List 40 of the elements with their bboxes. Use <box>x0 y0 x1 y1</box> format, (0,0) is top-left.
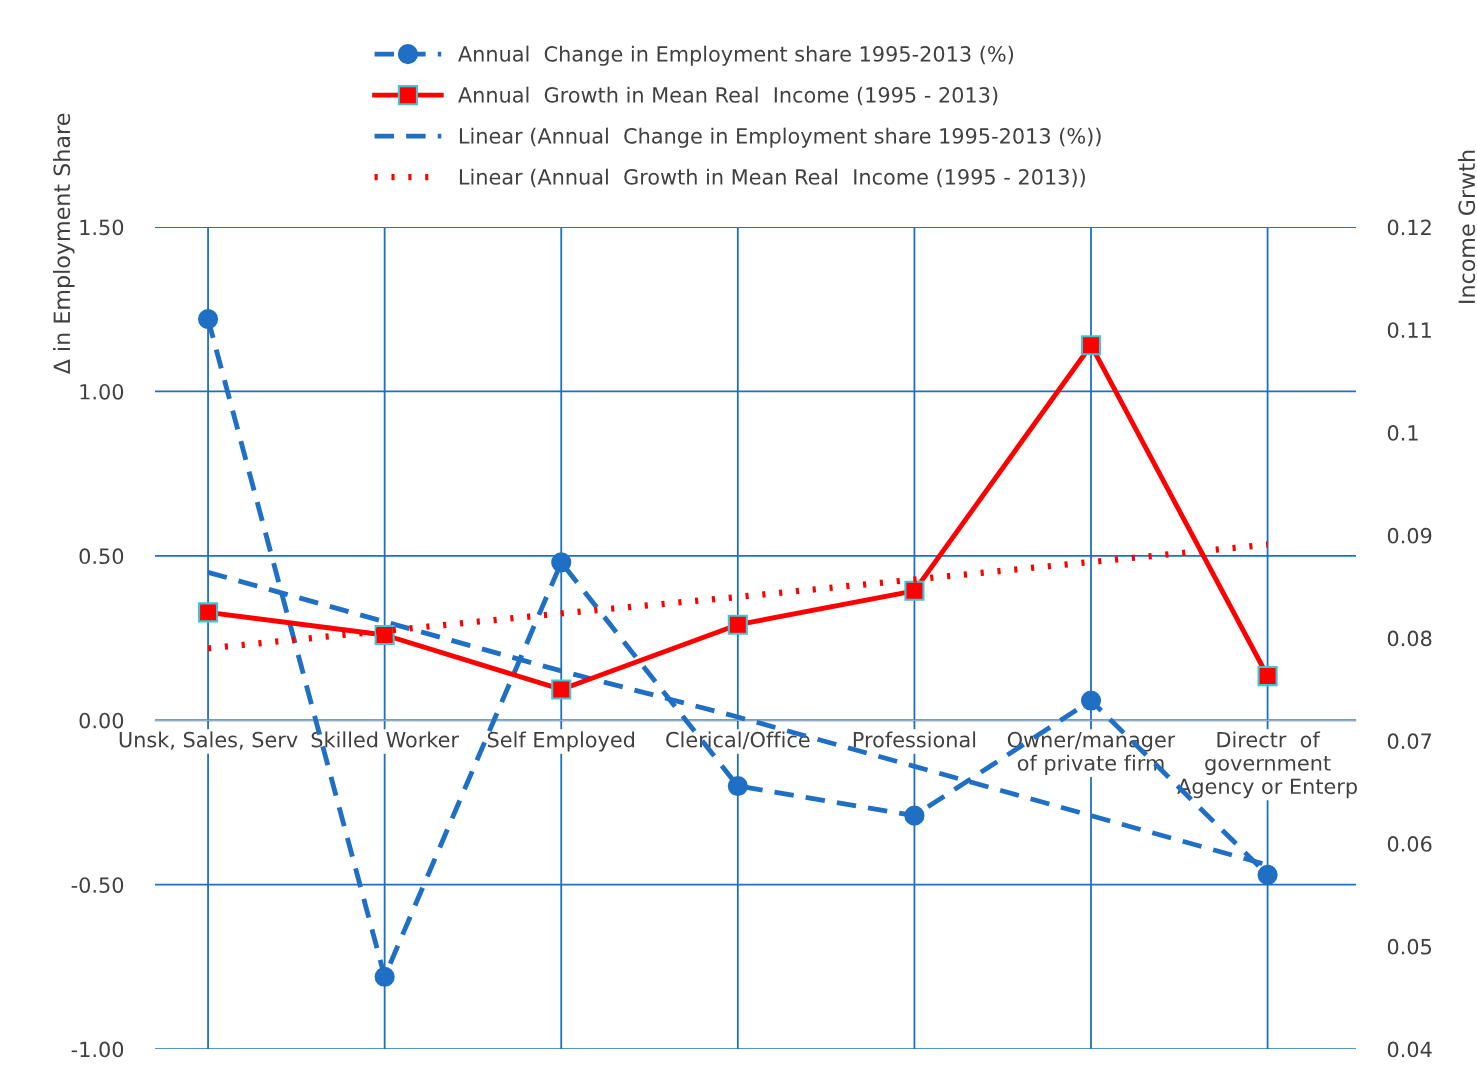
y2-axis-title: Income Grwth <box>1457 150 1476 303</box>
x-tick-label: Skilled Worker <box>311 731 459 748</box>
point <box>1257 864 1278 885</box>
y-tick-label: 0.00 <box>79 712 124 729</box>
y2-tick-label: 0.05 <box>1387 938 1432 955</box>
y2-tick-label: 0.1 <box>1387 425 1418 441</box>
point <box>904 580 925 601</box>
point <box>727 775 748 797</box>
legend-label: Linear (Annual Change in Employment share 1995-2013 (%)) <box>459 127 1101 148</box>
x-tick-label: Self Employed <box>487 731 635 752</box>
point <box>1257 666 1278 687</box>
point <box>551 552 572 573</box>
y2-tick-label: 0.11 <box>1387 322 1431 339</box>
y-tick-label: -0.50 <box>71 877 124 893</box>
point <box>197 602 219 623</box>
y-tick-label: -1.00 <box>71 1041 124 1058</box>
legend-label: Linear (Annual Growth in Mean Real Income (1995 - 2013)) <box>459 168 1085 188</box>
point <box>197 309 219 330</box>
y2-tick-label: 0.04 <box>1387 1041 1432 1058</box>
y2-tick-label: 0.07 <box>1387 733 1432 750</box>
legend-label: Annual Growth in Mean Real Income (1995 - 2013) <box>458 86 998 106</box>
y-tick-label: 1.50 <box>80 219 124 236</box>
y-axis-title: Δ in Employment Share <box>53 113 75 375</box>
y-tick-label: 1.00 <box>80 383 124 400</box>
point <box>727 614 748 635</box>
x-tick-label: Clerical/Office <box>666 731 810 750</box>
point <box>374 624 395 646</box>
y2-tick-label: 0.09 <box>1387 527 1432 544</box>
x-tick-label: Unsk, Sales, Serv <box>119 731 298 750</box>
y2-tick-label: 0.08 <box>1387 630 1432 647</box>
point <box>1080 690 1102 711</box>
y-tick-label: 0.50 <box>79 548 124 565</box>
legend-label: Annual Change in Employment share 1995-2013 (%) <box>458 45 1014 66</box>
point <box>374 966 395 987</box>
y2-tick-label: 0.06 <box>1387 836 1432 852</box>
x-tick-label: Professional <box>853 731 976 748</box>
y2-tick-label: 0.12 <box>1387 219 1431 236</box>
point <box>904 805 925 826</box>
point <box>551 679 572 700</box>
point <box>1080 335 1102 356</box>
